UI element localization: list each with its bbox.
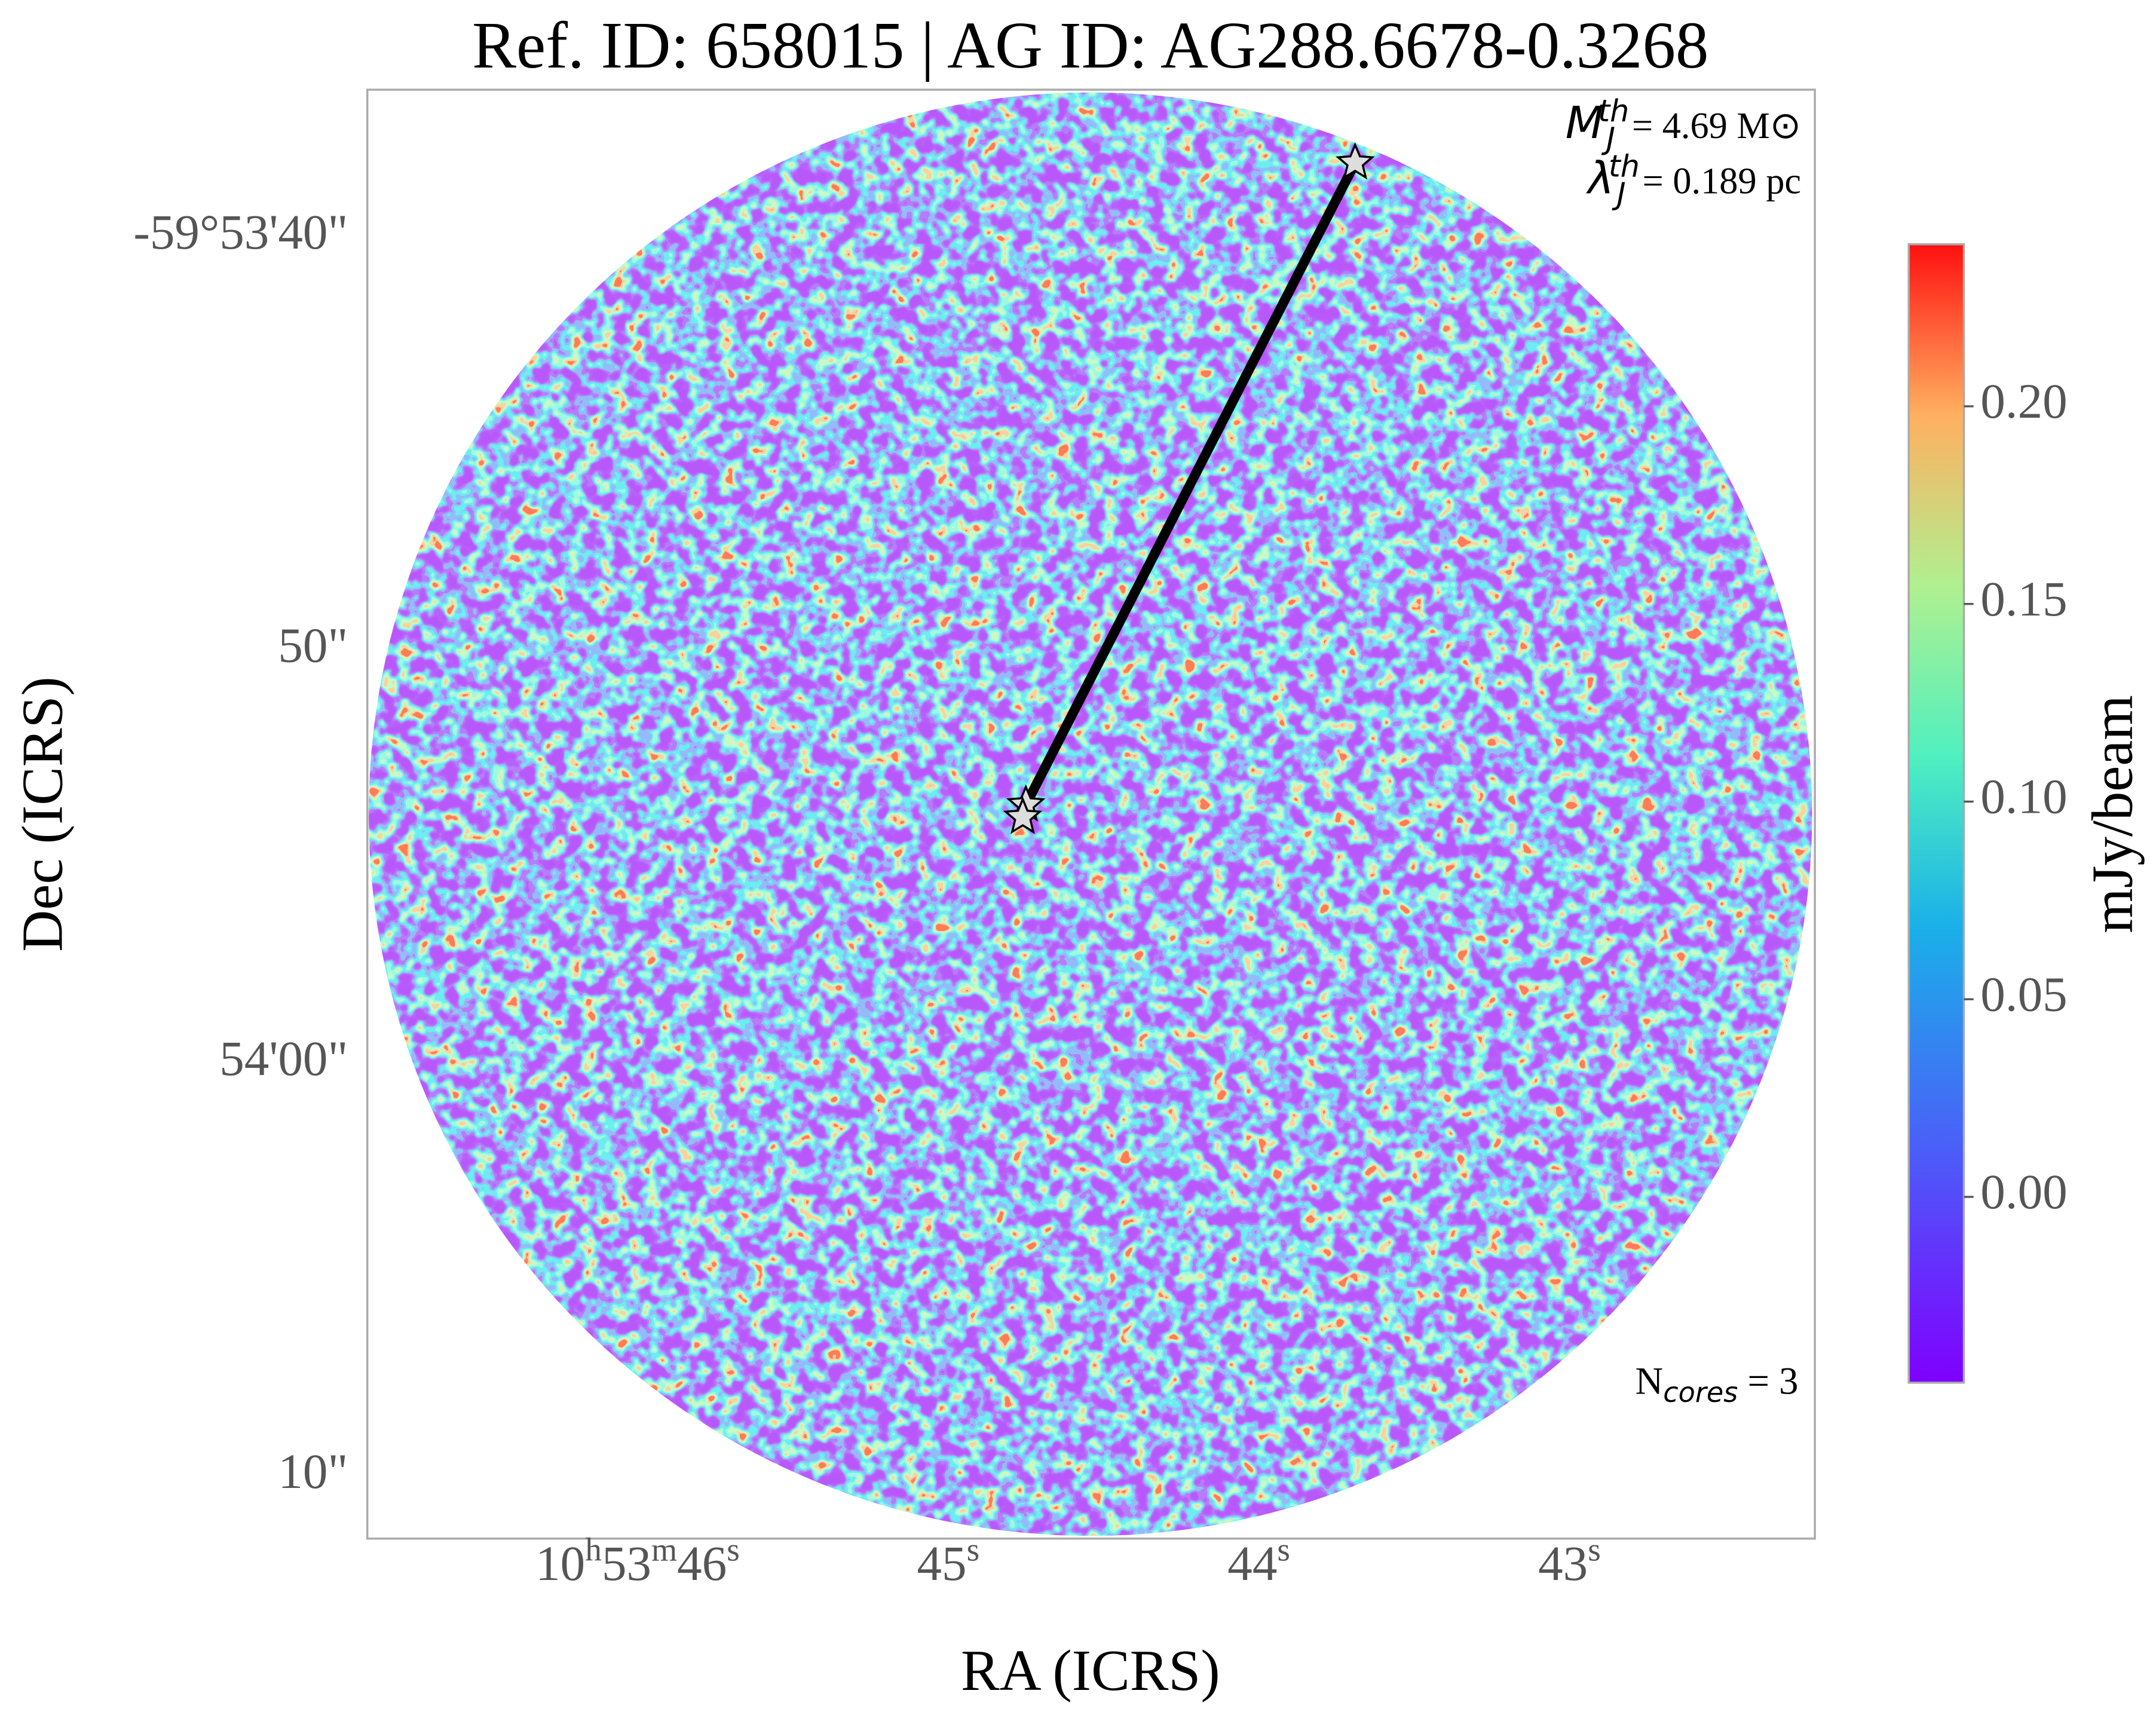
x-tick-label: 10h53m46s <box>535 1532 740 1591</box>
intensity-map <box>369 92 1812 1536</box>
annotation-sup: th <box>1598 93 1629 128</box>
colorbar-tick-label: 0.00 <box>1980 1164 2067 1219</box>
colorbar-label: mJy/beam <box>2080 695 2144 933</box>
annotation-text: = 0.189 pc <box>1643 160 1801 201</box>
annotation-symbol: λ <box>1585 152 1614 204</box>
x-axis-label: RA (ICRS) <box>961 1639 1220 1702</box>
colorbar-tick-label: 0.15 <box>1980 571 2067 626</box>
ncores-annotation: Ncores = 3 <box>1636 1359 1799 1408</box>
x-tick-label: 44s <box>1227 1532 1290 1591</box>
x-tick-label: 43s <box>1538 1532 1601 1591</box>
y-tick-label: -59°53'40" <box>133 204 348 259</box>
annotation-sup: th <box>1609 149 1640 184</box>
annotation-text: = 4.69 M⊙ <box>1632 105 1801 146</box>
noise-texture <box>369 92 1812 1536</box>
separation-line <box>1021 158 1360 810</box>
core-marker <box>1003 796 1043 834</box>
ncores-text: = 3 <box>1738 1359 1798 1402</box>
colorbar-tick-label: 0.20 <box>1980 373 2067 428</box>
ncores-sub: cores <box>1663 1376 1738 1408</box>
y-axis-label: Dec (ICRS) <box>11 676 75 952</box>
core-marker <box>1335 142 1375 180</box>
annotation-symbol: M <box>1566 97 1604 149</box>
ncores-symbol: N <box>1636 1359 1664 1402</box>
chart-title: Ref. ID: 658015 | AG ID: AG288.6678-0.32… <box>472 8 1708 82</box>
y-tick-label: 54'00" <box>219 1031 348 1086</box>
y-tick-label: 10" <box>278 1444 348 1499</box>
colorbar-tick-label: 0.10 <box>1980 769 2067 824</box>
y-tick-label: 50" <box>278 617 348 672</box>
colorbar <box>1907 243 1965 1384</box>
colorbar-tick-label: 0.05 <box>1980 966 2067 1021</box>
x-tick-label: 45s <box>917 1532 979 1591</box>
